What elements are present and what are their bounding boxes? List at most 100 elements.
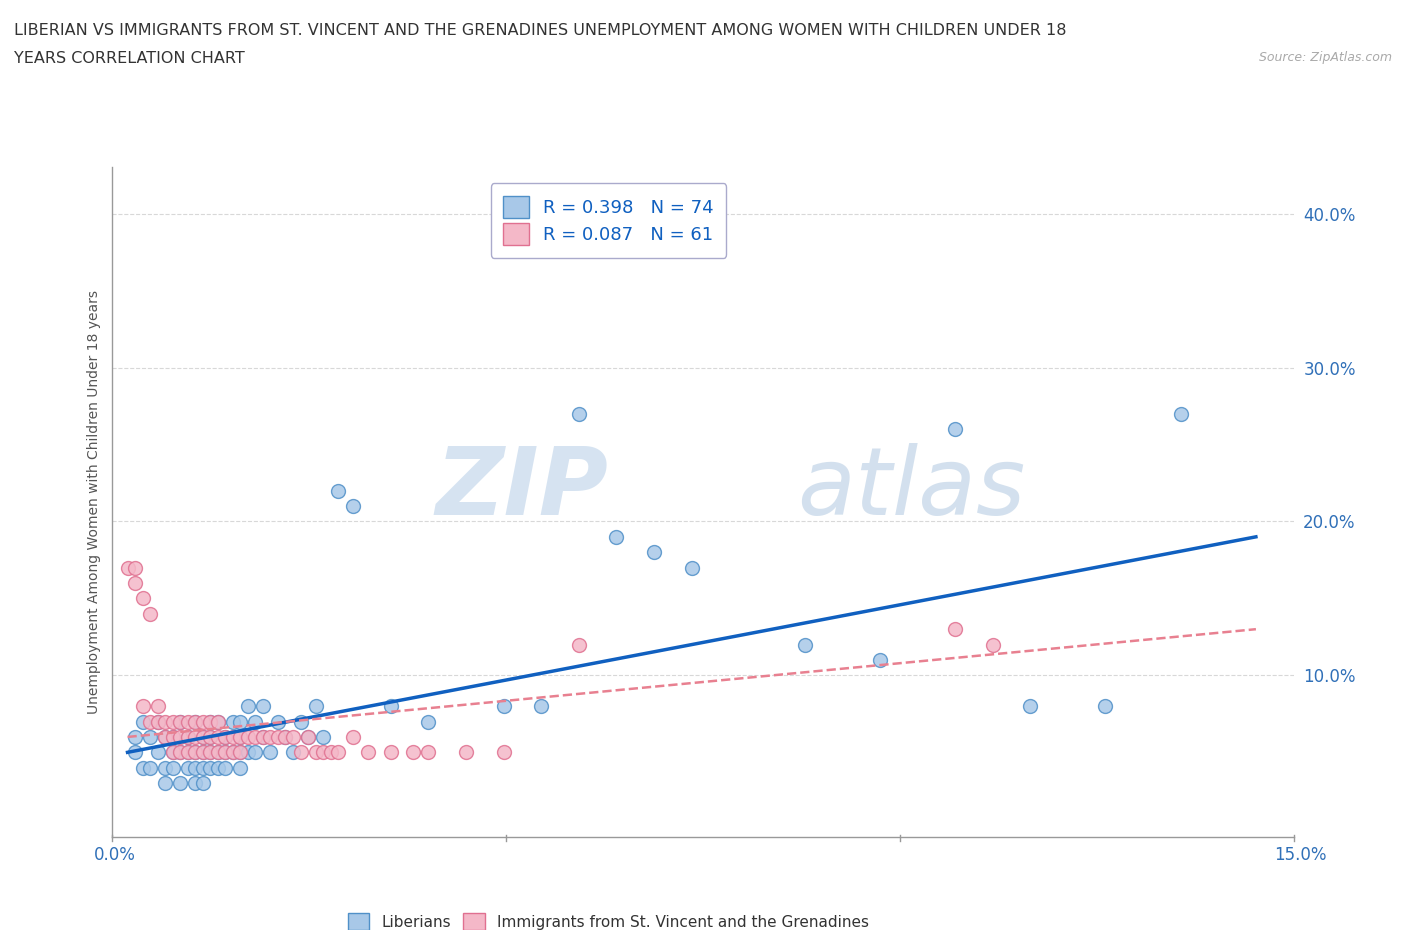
Point	[380, 745, 402, 760]
Point	[207, 714, 229, 729]
Point	[162, 714, 184, 729]
Point	[281, 745, 304, 760]
Point	[146, 714, 169, 729]
Point	[568, 637, 591, 652]
Point	[229, 745, 252, 760]
Point	[207, 729, 229, 744]
Point	[200, 714, 222, 729]
Point	[177, 729, 200, 744]
Point	[236, 729, 259, 744]
Point	[229, 729, 252, 744]
Point	[214, 729, 236, 744]
Point	[146, 714, 169, 729]
Point	[177, 745, 200, 760]
Point	[304, 745, 326, 760]
Point	[222, 745, 245, 760]
Point	[267, 729, 290, 744]
Point	[200, 745, 222, 760]
Point	[169, 714, 191, 729]
Point	[402, 745, 425, 760]
Point	[643, 545, 665, 560]
Point	[117, 560, 139, 575]
Point	[184, 745, 207, 760]
Point	[267, 714, 290, 729]
Point	[297, 729, 319, 744]
Point	[184, 776, 207, 790]
Point	[290, 745, 312, 760]
Point	[131, 761, 153, 776]
Point	[177, 714, 200, 729]
Point	[229, 729, 252, 744]
Point	[169, 745, 191, 760]
Point	[200, 714, 222, 729]
Point	[681, 560, 703, 575]
Point	[207, 745, 229, 760]
Point	[191, 729, 214, 744]
Point	[236, 698, 259, 713]
Point	[981, 637, 1004, 652]
Point	[1170, 406, 1192, 421]
Point	[169, 714, 191, 729]
Point	[252, 698, 274, 713]
Point	[1094, 698, 1116, 713]
Text: 15.0%: 15.0%	[1274, 846, 1327, 864]
Point	[207, 745, 229, 760]
Point	[222, 745, 245, 760]
Point	[184, 761, 207, 776]
Text: 0.0%: 0.0%	[94, 846, 136, 864]
Point	[207, 761, 229, 776]
Point	[357, 745, 380, 760]
Point	[162, 745, 184, 760]
Point	[191, 776, 214, 790]
Text: Source: ZipAtlas.com: Source: ZipAtlas.com	[1258, 51, 1392, 64]
Point	[312, 745, 335, 760]
Point	[214, 729, 236, 744]
Point	[492, 698, 515, 713]
Point	[184, 714, 207, 729]
Point	[153, 776, 176, 790]
Point	[328, 745, 350, 760]
Point	[184, 729, 207, 744]
Point	[281, 729, 304, 744]
Point	[605, 529, 627, 544]
Point	[191, 745, 214, 760]
Point	[229, 745, 252, 760]
Point	[245, 729, 267, 744]
Point	[153, 714, 176, 729]
Point	[252, 729, 274, 744]
Point	[418, 714, 440, 729]
Point	[169, 776, 191, 790]
Point	[304, 698, 326, 713]
Point	[169, 745, 191, 760]
Point	[191, 745, 214, 760]
Point	[200, 761, 222, 776]
Point	[162, 729, 184, 744]
Point	[169, 729, 191, 744]
Text: atlas: atlas	[797, 444, 1026, 535]
Point	[214, 761, 236, 776]
Point	[153, 729, 176, 744]
Text: LIBERIAN VS IMMIGRANTS FROM ST. VINCENT AND THE GRENADINES UNEMPLOYMENT AMONG WO: LIBERIAN VS IMMIGRANTS FROM ST. VINCENT …	[14, 23, 1067, 38]
Point	[124, 576, 146, 591]
Point	[207, 714, 229, 729]
Point	[869, 653, 891, 668]
Legend: Liberians, Immigrants from St. Vincent and the Grenadines: Liberians, Immigrants from St. Vincent a…	[342, 907, 875, 930]
Point	[191, 714, 214, 729]
Point	[943, 622, 966, 637]
Y-axis label: Unemployment Among Women with Children Under 18 years: Unemployment Among Women with Children U…	[87, 290, 101, 714]
Point	[222, 729, 245, 744]
Point	[492, 745, 515, 760]
Point	[162, 761, 184, 776]
Point	[274, 729, 297, 744]
Point	[191, 729, 214, 744]
Point	[530, 698, 553, 713]
Point	[139, 761, 162, 776]
Point	[177, 761, 200, 776]
Point	[312, 729, 335, 744]
Point	[139, 606, 162, 621]
Point	[124, 745, 146, 760]
Point	[568, 406, 591, 421]
Point	[943, 421, 966, 436]
Point	[229, 714, 252, 729]
Point	[124, 560, 146, 575]
